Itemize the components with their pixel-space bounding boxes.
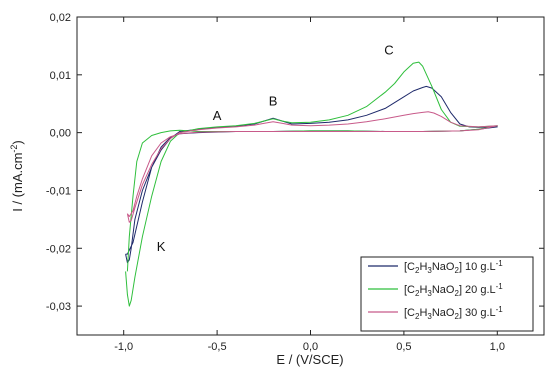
x-tick-label: 0,5 xyxy=(396,341,411,353)
y-tick-label: 0,01 xyxy=(50,70,71,82)
annotation-b: B xyxy=(269,93,278,108)
legend: [C2H3NaO2] 10 g.L-1 [C2H3NaO2] 20 g.L-1 [C… xyxy=(360,256,534,332)
x-axis-label: E / (V/SCE) xyxy=(276,352,343,367)
y-tick-label: -0,02 xyxy=(46,243,71,255)
x-tick-label: 0,0 xyxy=(303,341,318,353)
legend-label-3: [C2H3NaO2] 30 g.L-1 xyxy=(404,305,503,321)
series-layer xyxy=(125,61,498,307)
y-axis-label: I / (mA.cm-2) xyxy=(9,140,25,212)
annotations-layer: A B C K xyxy=(157,43,394,255)
axis-ticks: -1,0 -0,5 0,0 0,5 1,0 0,02 0,01 0,00 -0,01 -0,02 -… xyxy=(46,12,544,353)
legend-label-1: [C2H3NaO2] 10 g.L-1 xyxy=(404,259,503,275)
y-tick-label: -0,03 xyxy=(46,301,71,313)
legend-box xyxy=(360,256,534,332)
legend-label-2: [C2H3NaO2] 20 g.L-1 xyxy=(404,282,503,298)
x-tick-label: 1,0 xyxy=(490,341,505,353)
y-tick-label: -0,01 xyxy=(46,185,71,197)
annotation-k: K xyxy=(157,239,166,254)
y-tick-label: 0,02 xyxy=(50,12,71,24)
series-line-3 xyxy=(126,111,498,223)
annotation-a: A xyxy=(213,108,222,123)
y-tick-label: 0,00 xyxy=(50,128,71,140)
annotation-c: C xyxy=(384,43,393,58)
x-tick-label: -0,5 xyxy=(208,341,227,353)
x-tick-label: -1,0 xyxy=(114,341,133,353)
